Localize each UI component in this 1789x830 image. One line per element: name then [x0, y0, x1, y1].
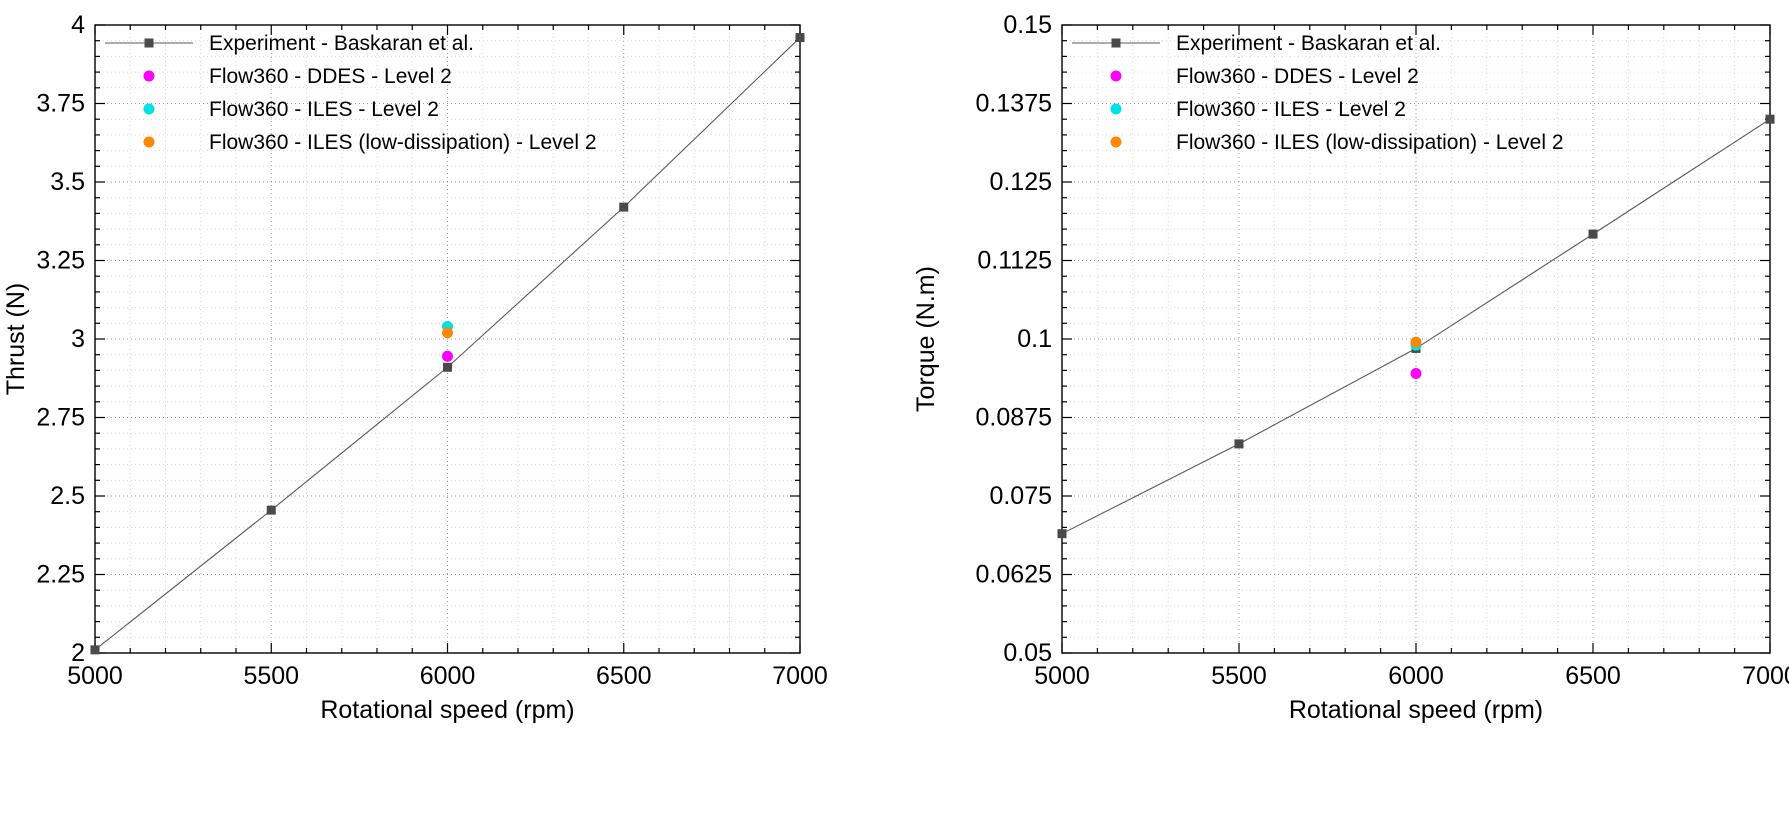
y-tick-label: 0.1 [1017, 325, 1052, 353]
legend-circle-marker [1110, 70, 1122, 82]
y-tick-label: 3.5 [50, 168, 85, 196]
x-tick-label: 6000 [420, 662, 476, 690]
series-experiment-marker [266, 505, 276, 515]
series-experiment-marker [1057, 529, 1067, 539]
legend-circle-marker [143, 103, 155, 115]
y-axis-title: Torque (N.m) [912, 266, 940, 412]
x-tick-label: 6500 [596, 662, 652, 690]
series-scatter-marker [442, 350, 453, 362]
axis-layer [1061, 24, 1771, 654]
series-scatter-marker [1410, 336, 1422, 348]
x-axis-title: Rotational speed (rpm) [320, 696, 574, 724]
plot-frame [1061, 24, 1771, 654]
legend-entry: Flow360 - ILES (low-dissipation) - Level… [143, 131, 597, 154]
legend-label: Flow360 - ILES - Level 2 [1176, 98, 1406, 121]
y-tick-label: 2.75 [36, 404, 85, 432]
legend-label: Experiment - Baskaran et al. [1176, 32, 1441, 55]
legend-circle-marker [143, 70, 155, 82]
legend-entry: Flow360 - ILES (low-dissipation) - Level… [1110, 131, 1564, 154]
legend-entry: Experiment - Baskaran et al. [1072, 32, 1441, 55]
thrust-chart: 5000 5500 6000 6500 7000 2 2.25 2.5 2.75 3 3.25 3.5… [0, 0, 894, 830]
y-tick-label: 0.0625 [976, 561, 1052, 589]
legend-square-marker [144, 38, 154, 48]
legend: Experiment - Baskaran et al. Flow360 - DD… [1072, 32, 1564, 154]
y-tick-label: 0.15 [1003, 11, 1052, 39]
legend-circle-marker [1110, 136, 1122, 148]
series-experiment-marker [90, 645, 100, 655]
series-layer [1057, 114, 1775, 539]
legend: Experiment - Baskaran et al. Flow360 - DD… [105, 32, 597, 154]
legend-label: Experiment - Baskaran et al. [209, 32, 474, 55]
chart-svg: 5000 5500 6000 6500 7000 0.05 0.0625 0.075 0.087… [912, 11, 1789, 724]
plot-frame [94, 24, 801, 654]
legend-entry: Flow360 - DDES - Level 2 [1110, 65, 1419, 88]
x-tick-label: 6000 [1388, 662, 1444, 690]
legend-square-marker [1111, 38, 1121, 48]
legend-entry: Flow360 - ILES - Level 2 [143, 98, 439, 121]
y-tick-label: 0.1375 [976, 90, 1052, 118]
legend-label: Flow360 - DDES - Level 2 [209, 65, 452, 88]
legend-entry: Experiment - Baskaran et al. [105, 32, 474, 55]
y-tick-label: 4 [71, 11, 85, 39]
x-tick-label: 5500 [1211, 662, 1267, 690]
legend-label: Flow360 - DDES - Level 2 [1176, 65, 1419, 88]
legend-label: Flow360 - ILES (low-dissipation) - Level… [1176, 131, 1564, 154]
x-tick-label: 5000 [1034, 662, 1090, 690]
x-tick-label: 6500 [1565, 662, 1621, 690]
y-tick-label: 2.25 [36, 561, 85, 589]
legend-circle-marker [143, 136, 155, 148]
grid-layer [95, 25, 800, 653]
x-tick-label: 5500 [243, 662, 299, 690]
series-layer [90, 33, 805, 655]
y-tick-label: 2.5 [50, 482, 85, 510]
y-tick-label: 0.0875 [976, 404, 1052, 432]
torque-chart: 5000 5500 6000 6500 7000 0.05 0.0625 0.075 0.087… [894, 0, 1789, 830]
y-tick-label: 3.75 [36, 90, 85, 118]
y-tick-label: 0.1125 [977, 247, 1052, 275]
series-experiment-marker [795, 33, 805, 43]
y-tick-label: 3 [71, 325, 85, 353]
y-tick-label: 3.25 [36, 247, 85, 275]
y-tick-label: 2 [71, 639, 85, 667]
series-scatter-marker [442, 327, 453, 339]
legend-label: Flow360 - ILES (low-dissipation) - Level… [209, 131, 597, 154]
legend-entry: Flow360 - ILES - Level 2 [1110, 98, 1406, 121]
y-tick-label: 0.05 [1003, 639, 1052, 667]
y-axis-title: Thrust (N) [2, 283, 30, 396]
legend-circle-marker [1110, 103, 1122, 115]
legend-label: Flow360 - ILES - Level 2 [209, 98, 439, 121]
chart-svg: 5000 5500 6000 6500 7000 2 2.25 2.5 2.75 3 3.25 3.5… [2, 11, 828, 724]
x-tick-label: 7000 [1742, 662, 1789, 690]
x-tick-label: 5000 [67, 662, 123, 690]
x-axis-title: Rotational speed (rpm) [1289, 696, 1543, 724]
legend-entry: Flow360 - DDES - Level 2 [143, 65, 452, 88]
x-tick-label: 7000 [772, 662, 828, 690]
grid-layer [1062, 25, 1770, 653]
series-experiment-marker [1588, 229, 1598, 239]
series-scatter-marker [1410, 368, 1422, 380]
series-experiment-marker [1765, 114, 1775, 124]
series-experiment-marker [1234, 439, 1244, 449]
series-experiment-marker [619, 202, 629, 212]
y-tick-label: 0.075 [989, 482, 1052, 510]
series-experiment-marker [443, 362, 452, 372]
y-tick-label: 0.125 [989, 168, 1052, 196]
